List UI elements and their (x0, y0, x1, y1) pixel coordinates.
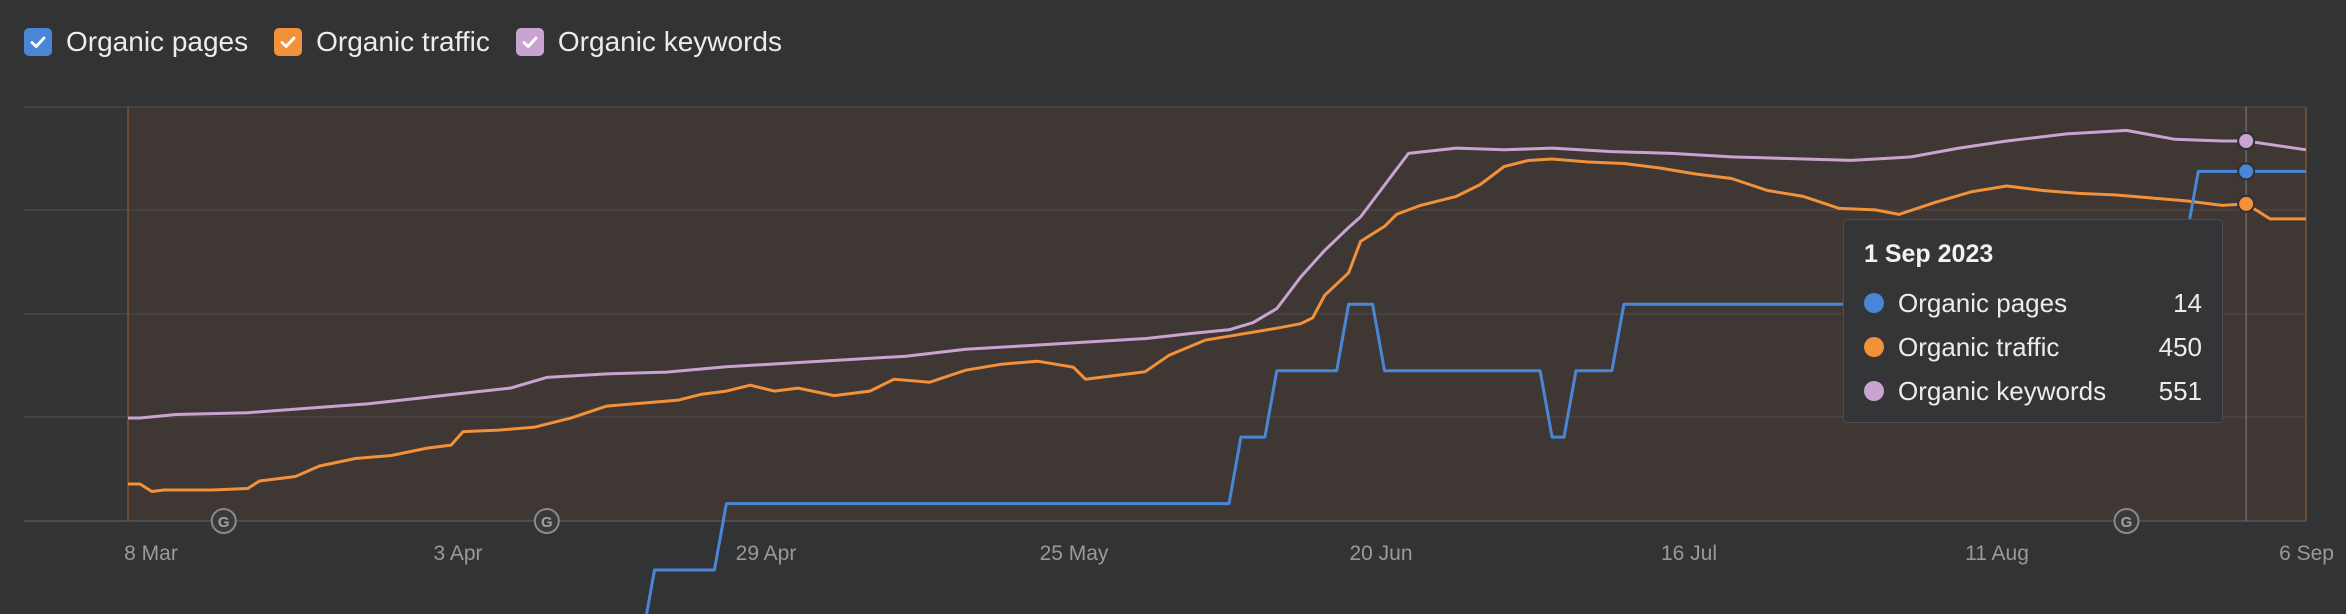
series-dot-icon (1864, 293, 1884, 313)
legend-label: Organic pages (66, 26, 249, 57)
x-tick-label: 3 Apr (433, 542, 482, 565)
x-tick-label: 6 Sep (2279, 542, 2334, 565)
x-tick-label: 25 May (1040, 542, 1109, 565)
svg-text:G: G (2121, 514, 2133, 531)
google-update-icon[interactable]: G (2113, 508, 2140, 534)
svg-text:G: G (218, 514, 230, 531)
checkbox-checked-icon[interactable] (515, 28, 544, 56)
tooltip-series-name: Organic traffic (1898, 331, 2060, 362)
tooltip-series-value: 14 (2173, 287, 2202, 318)
hover-point (2237, 162, 2256, 181)
x-tick-label: 8 Mar (124, 542, 178, 565)
legend-label: Organic keywords (557, 26, 782, 57)
hover-layer (2237, 107, 2256, 521)
x-tick-label: 16 Jul (1661, 542, 1717, 565)
tooltip: 1 Sep 2023 Organic pages 14 Organic traf… (1843, 219, 2223, 423)
series-line-organic-keywords (128, 128, 2307, 420)
series-dot-icon (1864, 381, 1884, 401)
checkbox-checked-icon[interactable] (24, 28, 52, 56)
tooltip-series-value: 450 (2158, 331, 2202, 362)
legend-label: Organic traffic (316, 26, 490, 57)
svg-text:G: G (541, 514, 553, 531)
hover-point (2237, 194, 2256, 213)
x-axis: 8 Mar 3 Apr 29 Apr 25 May 20 Jun 16 Jul 11 Aug… (124, 542, 2334, 565)
tooltip-date: 1 Sep 2023 (1864, 240, 1994, 268)
legend-item-organic-traffic[interactable]: Organic traffic (274, 26, 490, 58)
tooltip-series-name: Organic pages (1898, 287, 2068, 318)
google-update-icon[interactable]: G (533, 508, 560, 534)
tooltip-row-organic-traffic: Organic traffic 450 (1864, 325, 2202, 369)
legend-item-organic-pages[interactable]: Organic pages (24, 26, 248, 58)
x-tick-label: 11 Aug (1965, 542, 2029, 565)
x-tick-label: 20 Jun (1349, 542, 1412, 565)
legend-item-organic-keywords[interactable]: Organic keywords (515, 26, 782, 58)
x-tick-label: 29 Apr (736, 542, 797, 565)
tooltip-series-value: 551 (2158, 375, 2202, 406)
tooltip-row-organic-keywords: Organic keywords 551 (1864, 369, 2202, 413)
series-line-organic-traffic (128, 157, 2306, 493)
legend: Organic pages Organic traffic Organic ke… (24, 26, 808, 58)
tooltip-row-organic-pages: Organic pages 14 (1864, 281, 2202, 325)
series-dot-icon (1864, 337, 1884, 357)
tooltip-series-name: Organic keywords (1898, 375, 2107, 406)
hover-point (2237, 132, 2256, 150)
google-update-icon[interactable]: G (210, 508, 237, 534)
checkbox-checked-icon[interactable] (274, 28, 303, 56)
